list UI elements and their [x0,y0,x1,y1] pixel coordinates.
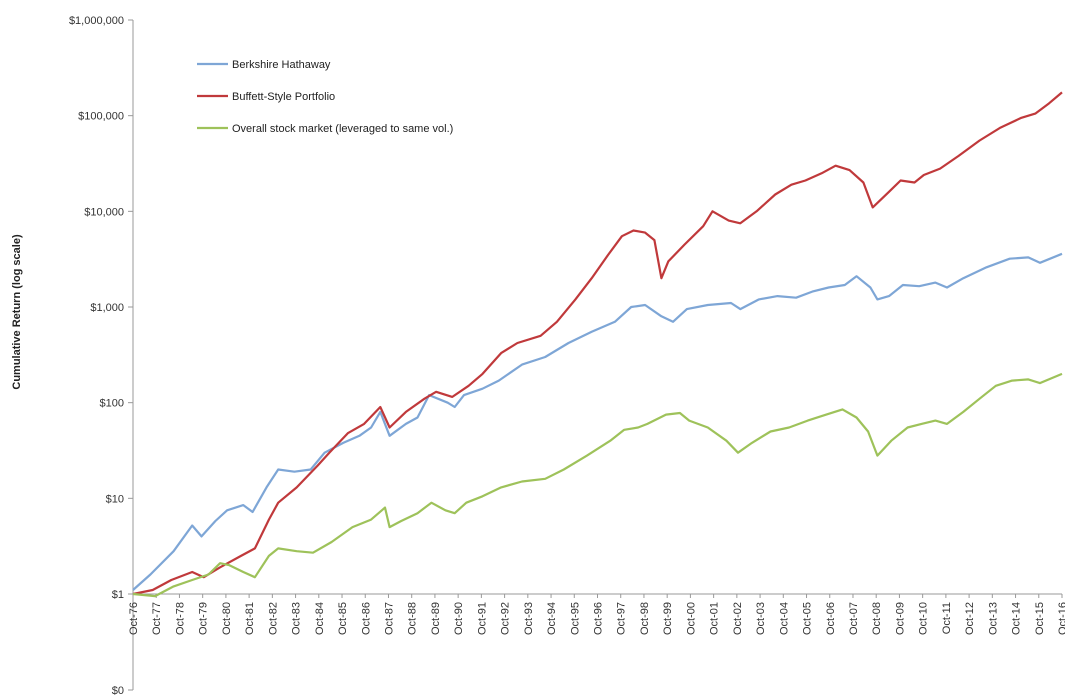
x-tick-label: Oct-81 [244,602,256,635]
x-tick-label: Oct-14 [1011,602,1023,635]
x-tick-label: Oct-76 [128,602,140,635]
x-tick-label: Oct-77 [151,602,163,635]
x-tick-label: Oct-97 [616,602,628,635]
x-tick-label: Oct-96 [593,602,605,635]
x-tick-label: Oct-13 [987,602,999,635]
x-tick-label: Oct-86 [360,602,372,635]
x-tick-label: Oct-87 [383,602,395,635]
x-tick-label: Oct-02 [732,602,744,635]
x-tick-label: Oct-09 [894,602,906,635]
x-tick-label: Oct-85 [337,602,349,635]
y-tick-label: $1 [112,589,124,601]
x-tick-label: Oct-99 [662,602,674,635]
x-tick-label: Oct-82 [267,602,279,635]
x-tick-label: Oct-98 [639,602,651,635]
x-tick-label: Oct-12 [964,602,976,635]
x-tick-label: Oct-07 [848,602,860,635]
x-tick-label: Oct-88 [407,602,419,635]
series-line-2 [132,372,1063,598]
x-tick-label: Oct-03 [755,602,767,635]
y-tick-label: $1,000,000 [69,15,124,27]
x-axis-ticks: Oct-76 Oct-77 Oct-78 Oct-79 Oct-80 Oct-81 Oct-… [128,594,1065,635]
x-tick-label: Oct-16 [1057,602,1065,635]
y-tick-label: $1,000 [90,302,124,314]
y-tick-label: $100,000 [78,111,124,123]
x-tick-label: Oct-04 [778,602,790,635]
x-tick-label: Oct-15 [1034,602,1046,635]
x-tick-label: Oct-80 [221,602,233,635]
x-tick-label: Oct-78 [174,602,186,635]
series-lines [132,91,1063,598]
x-tick-label: Oct-95 [569,602,581,635]
x-tick-label: Oct-92 [500,602,512,635]
y-tick-label-zero: $0 [112,685,124,697]
legend-label: Berkshire Hathaway [232,59,331,71]
legend-label: Overall stock market (leveraged to same … [232,123,453,135]
x-tick-label: Oct-11 [941,602,953,634]
x-tick-label: Oct-91 [476,602,488,635]
x-tick-label: Oct-00 [685,602,697,635]
x-tick-label: Oct-94 [546,602,558,635]
x-tick-label: Oct-90 [453,602,465,635]
y-tick-label: $100 [100,398,124,410]
x-tick-label: Oct-89 [430,602,442,635]
x-tick-label: Oct-10 [918,602,930,635]
x-tick-label: Oct-83 [291,602,303,635]
legend-label: Buffett-Style Portfolio [232,91,335,103]
x-tick-label: Oct-06 [825,602,837,635]
y-axis-ticks: $1,000,000 $100,000 $10,000 $1,000 $100 $10 $1… [69,15,133,697]
axes [132,20,1062,690]
x-tick-label: Oct-05 [802,602,814,635]
series-line-1 [132,91,1063,596]
x-tick-label: Oct-79 [198,602,210,635]
y-axis-title: Cumulative Return (log scale) [11,234,23,390]
y-tick-label: $10 [106,493,124,505]
series-line-0 [132,252,1063,591]
legend: Berkshire Hathaway Buffett-Style Portfoli… [197,59,453,135]
x-tick-label: Oct-08 [871,602,883,635]
y-tick-label: $10,000 [84,206,124,218]
x-tick-label: Oct-01 [709,602,721,635]
x-tick-label: Oct-93 [523,602,535,635]
x-tick-label: Oct-84 [314,602,326,635]
